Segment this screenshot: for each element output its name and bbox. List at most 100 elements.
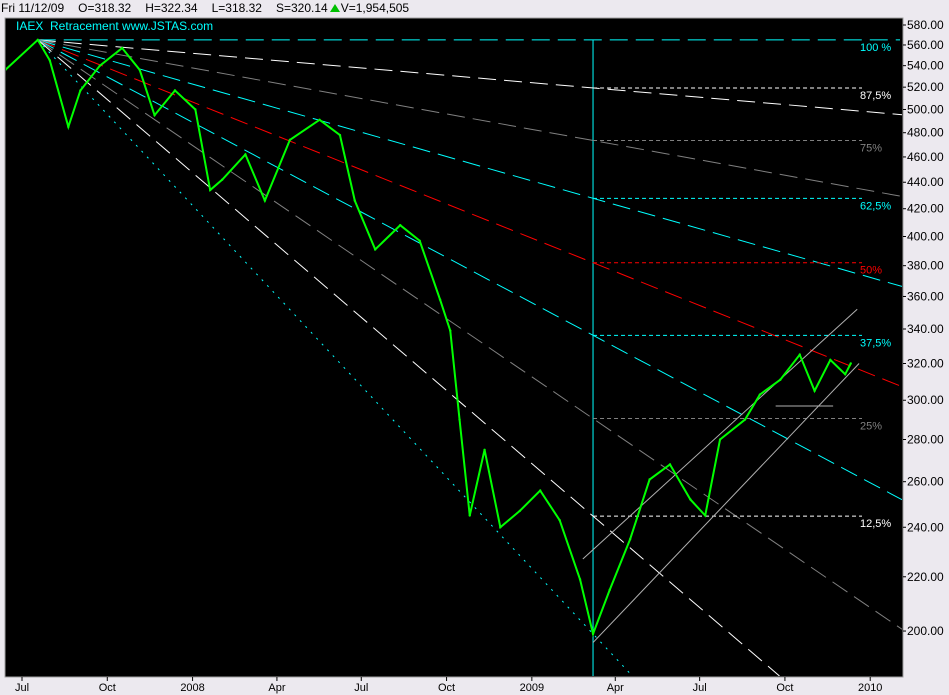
price-point bbox=[6, 68, 7, 71]
x-tick-label: 2008 bbox=[180, 682, 204, 694]
price-point bbox=[538, 489, 542, 492]
retracement-level-label: 37,5% bbox=[860, 337, 891, 349]
price-point bbox=[798, 353, 801, 356]
price-point bbox=[138, 68, 141, 72]
price-point bbox=[338, 133, 342, 137]
fan-line bbox=[37, 39, 780, 676]
y-tick-label: 280.00 bbox=[907, 433, 944, 447]
y-tick-label: 380.00 bbox=[907, 259, 944, 273]
price-point bbox=[758, 393, 762, 396]
price-point bbox=[518, 509, 521, 513]
x-tick-label: Oct bbox=[99, 682, 116, 694]
price-point bbox=[318, 118, 321, 122]
price-point bbox=[468, 514, 471, 517]
fan-line bbox=[37, 39, 902, 287]
y-tick-label: 220.00 bbox=[907, 570, 944, 584]
price-point bbox=[608, 588, 611, 592]
quote-settle: S=320.14 bbox=[275, 1, 328, 15]
plot-area bbox=[4, 17, 904, 678]
price-point bbox=[558, 518, 561, 522]
price-point bbox=[36, 38, 39, 42]
price-point bbox=[67, 125, 70, 129]
price-point bbox=[418, 239, 421, 242]
y-tick-label: 520.00 bbox=[907, 80, 944, 94]
quote-open: O=318.32 bbox=[78, 1, 132, 15]
y-tick-label: 440.00 bbox=[907, 175, 944, 189]
price-point bbox=[263, 199, 267, 202]
price-point bbox=[829, 358, 832, 362]
quote-high: H=322.34 bbox=[145, 1, 198, 15]
price-point bbox=[813, 389, 816, 393]
price-point bbox=[48, 59, 52, 62]
quote-volume: V=1,954,505 bbox=[340, 1, 410, 15]
chart-title: IAEX Retracement www.JSTAS.com bbox=[16, 19, 213, 33]
price-line bbox=[6, 38, 852, 638]
price-point bbox=[628, 538, 632, 541]
y-tick-label: 200.00 bbox=[907, 624, 944, 638]
y-tick-label: 560.00 bbox=[907, 38, 944, 52]
trendline bbox=[582, 308, 858, 560]
retracement-level-label: 50% bbox=[860, 265, 882, 277]
price-point bbox=[689, 498, 692, 501]
x-tick-label: 2009 bbox=[520, 682, 544, 694]
price-point bbox=[221, 178, 224, 181]
retracement-level-label: 100 % bbox=[860, 42, 891, 54]
price-point bbox=[718, 438, 722, 441]
price-point bbox=[578, 578, 582, 581]
price-point bbox=[499, 526, 502, 529]
retracement-level-label: 75% bbox=[860, 142, 882, 154]
x-tick-label: Jul bbox=[693, 682, 707, 694]
y-tick-label: 320.00 bbox=[907, 357, 944, 371]
x-tick-label: Jul bbox=[354, 682, 368, 694]
quote-date: Fri 11/12/09 bbox=[1, 1, 65, 15]
price-point bbox=[373, 248, 377, 251]
retracement-level-label: 62,5% bbox=[860, 200, 891, 212]
y-tick-label: 240.00 bbox=[907, 520, 944, 534]
price-point bbox=[120, 46, 124, 50]
price-point bbox=[668, 463, 672, 466]
retracement-level-label: 25% bbox=[860, 421, 882, 433]
price-point bbox=[173, 89, 177, 92]
trendline bbox=[592, 363, 860, 643]
price-point bbox=[153, 114, 156, 117]
price-point bbox=[353, 199, 356, 202]
price-point bbox=[244, 153, 247, 156]
y-tick-label: 480.00 bbox=[907, 126, 944, 140]
fan-line bbox=[37, 39, 902, 197]
y-tick-label: 500.00 bbox=[907, 102, 944, 116]
x-tick-label: Oct bbox=[438, 682, 455, 694]
price-point bbox=[399, 224, 402, 227]
y-tick-label: 580.00 bbox=[907, 18, 944, 32]
fan-line bbox=[37, 39, 902, 501]
x-tick-label: Apr bbox=[607, 682, 624, 694]
price-point bbox=[449, 329, 452, 332]
price-point bbox=[438, 298, 442, 301]
price-point bbox=[779, 378, 782, 381]
price-point bbox=[849, 362, 852, 365]
price-point bbox=[208, 188, 212, 192]
y-tick-label: 300.00 bbox=[907, 393, 944, 407]
price-point bbox=[703, 514, 707, 517]
fan-line bbox=[37, 39, 633, 676]
y-tick-label: 420.00 bbox=[907, 202, 944, 216]
y-tick-label: 460.00 bbox=[907, 150, 944, 164]
x-tick-label: Oct bbox=[776, 682, 793, 694]
price-point bbox=[458, 418, 461, 421]
price-point bbox=[648, 478, 651, 481]
fan-line bbox=[37, 39, 902, 630]
y-tick-label: 260.00 bbox=[907, 475, 944, 489]
retracement-level-label: 12,5% bbox=[860, 518, 891, 530]
retracement-level-label: 87,5% bbox=[860, 90, 891, 102]
x-tick-label: Apr bbox=[268, 682, 285, 694]
price-point bbox=[843, 373, 847, 376]
x-tick-label: Jul bbox=[15, 682, 29, 694]
price-point bbox=[591, 632, 595, 636]
price-point bbox=[98, 64, 102, 67]
x-tick-label: 2010 bbox=[858, 682, 882, 694]
up-triangle-icon bbox=[329, 4, 340, 12]
price-point bbox=[483, 448, 486, 451]
quote-low: L=318.32 bbox=[211, 1, 262, 15]
price-point bbox=[194, 108, 197, 111]
